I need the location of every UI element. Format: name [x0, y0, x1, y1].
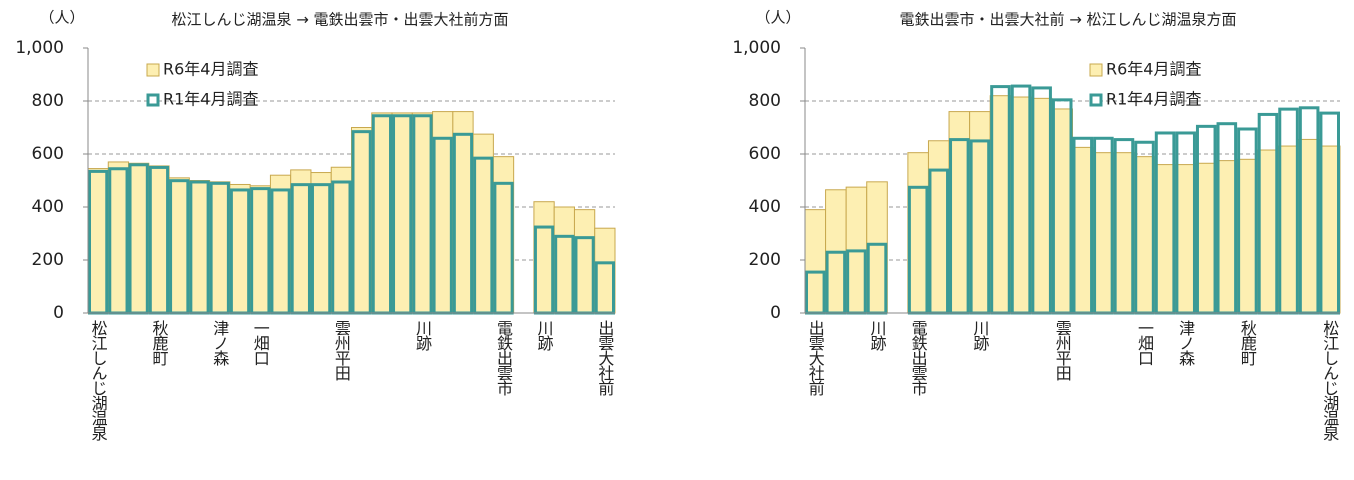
y-tick-label: 600: [32, 144, 64, 164]
bar: [1195, 162, 1218, 314]
bar: [1072, 146, 1094, 314]
y-unit: （人）: [755, 9, 800, 27]
bar: [492, 156, 515, 314]
x-tick-label: 松江しんじ湖温泉: [1320, 320, 1339, 441]
bar: [351, 127, 373, 314]
bar: [866, 181, 888, 314]
x-tick-label: 松江しんじ湖温泉: [89, 320, 108, 441]
x-tick-label: 電鉄出雲市: [494, 320, 513, 396]
x-tick-label: 秋鹿町: [149, 320, 168, 366]
bar: [148, 165, 170, 314]
x-tick-label: 出雲大社前: [806, 320, 825, 397]
bar: [1318, 145, 1341, 314]
legend-label: R6年4月調査: [1106, 60, 1201, 79]
y-tick-label: 800: [749, 91, 781, 111]
bar: [553, 206, 575, 314]
bar: [1298, 138, 1320, 314]
x-tick-label: 津ノ森: [210, 320, 229, 366]
bar: [330, 166, 353, 314]
bar: [907, 152, 929, 314]
y-tick-label: 200: [32, 250, 64, 270]
bar: [1257, 149, 1279, 314]
bar: [594, 227, 616, 314]
x-tick-label: 一畑口: [251, 320, 270, 366]
chart-title: 松江しんじ湖温泉 → 電鉄出雲市・出雲大社前方面: [171, 11, 508, 29]
bar: [1092, 152, 1115, 314]
bar: [1113, 152, 1135, 314]
y-tick-label: 1,000: [15, 38, 64, 58]
x-tick-label: 川跡: [970, 320, 989, 352]
bar: [411, 112, 434, 314]
x-tick-label: 一畑口: [1135, 320, 1154, 366]
bar: [1133, 156, 1156, 314]
y-tick-label: 200: [749, 250, 781, 270]
legend-swatch: [1089, 63, 1103, 77]
legend-label: R6年4月調査: [163, 60, 258, 79]
bar: [533, 201, 555, 314]
x-tick-label: 秋鹿町: [1238, 320, 1257, 366]
legend-swatch: [1089, 93, 1103, 107]
x-tick-label: 電鉄出雲市: [909, 320, 928, 396]
y-tick-label: 400: [32, 197, 64, 217]
x-tick-label: 出雲大社前: [595, 320, 614, 397]
bar: [1051, 108, 1074, 314]
y-tick-label: 400: [749, 197, 781, 217]
x-tick-label: 川跡: [413, 320, 432, 352]
legend-swatch: [146, 93, 160, 107]
x-tick-label: 雲州平田: [1053, 320, 1072, 381]
bar: [804, 209, 827, 314]
bar: [472, 133, 494, 314]
bar: [573, 209, 596, 314]
x-tick-label: 川跡: [868, 320, 887, 352]
y-tick-label: 0: [53, 303, 64, 323]
bar: [452, 111, 474, 314]
y-tick-label: 1,000: [732, 38, 781, 58]
bar: [1216, 160, 1238, 314]
bar: [1030, 97, 1053, 314]
legend-label: R1年4月調査: [163, 90, 258, 109]
bar: [1010, 96, 1032, 314]
x-tick-label: 雲州平田: [332, 320, 351, 381]
bar: [989, 95, 1012, 314]
bar: [310, 172, 332, 314]
bar: [107, 161, 130, 314]
legend-label: R1年4月調査: [1106, 90, 1201, 109]
bar: [209, 181, 231, 314]
bar: [371, 112, 393, 314]
bar: [1174, 164, 1197, 314]
bar: [249, 185, 271, 314]
bar: [1154, 164, 1176, 314]
bar: [927, 140, 950, 314]
x-tick-label: 津ノ森: [1176, 320, 1195, 366]
y-unit: （人）: [39, 9, 84, 27]
bar: [432, 111, 454, 314]
bar: [188, 180, 211, 314]
bar: [948, 111, 971, 314]
bar: [128, 162, 150, 314]
y-tick-label: 0: [770, 303, 781, 323]
x-tick-label: 川跡: [535, 320, 554, 352]
bar: [229, 183, 251, 314]
bar: [290, 169, 312, 314]
bar: [269, 174, 292, 314]
y-tick-label: 800: [32, 91, 64, 111]
bar: [391, 112, 413, 314]
bar: [87, 168, 109, 314]
chart-title: 電鉄出雲市・出雲大社前 → 松江しんじ湖温泉方面: [899, 11, 1236, 29]
legend-swatch: [146, 63, 160, 77]
y-tick-label: 600: [749, 144, 781, 164]
bar: [168, 177, 190, 314]
bar: [1277, 145, 1300, 314]
bar: [1236, 158, 1259, 314]
